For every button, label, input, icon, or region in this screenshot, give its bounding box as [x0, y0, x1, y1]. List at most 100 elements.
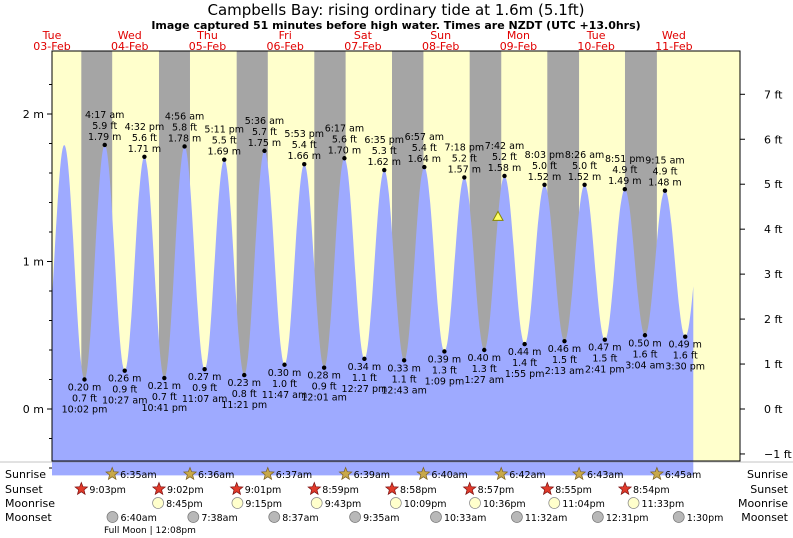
tide-label-text: 1.52 m: [568, 172, 601, 183]
moonrise-event: 9:15pm: [231, 497, 282, 510]
moonrise-time: 9:43pm: [325, 499, 362, 510]
tide-point: [82, 377, 87, 382]
tide-label-text: 0.46 m: [548, 344, 581, 355]
high-tide-label: 4:56 am5.8 ft1.78 m: [165, 111, 204, 149]
high-tide-label: 6:57 am5.4 ft1.64 m: [405, 132, 444, 170]
sunrise-row-label-left: Sunrise: [5, 468, 46, 481]
tide-label-text: 4.9 ft: [652, 167, 677, 178]
tide-label-text: 1.1 ft: [392, 374, 417, 385]
low-tide-label: 0.39 m1.3 ft1:09 pm: [425, 349, 465, 387]
moonset-event: 12:31pm: [591, 511, 649, 524]
day-label-dow: Sat: [354, 29, 373, 42]
tide-label-text: 5:53 pm: [284, 129, 324, 140]
now-marker-triangle-icon: [492, 210, 504, 221]
sunrise-event: 6:45am: [649, 466, 701, 481]
day-label-date: 07-Feb: [344, 40, 381, 53]
moonrise-circle-icon: [469, 497, 481, 509]
moonset-circle-icon: [672, 511, 685, 523]
sunset-row-label-left: Sunset: [5, 483, 43, 496]
sunset-event: 8:54pm: [617, 481, 670, 496]
tide-label-text: 0.23 m: [228, 378, 261, 389]
moonset-time: 12:31pm: [606, 513, 649, 524]
tide-point: [642, 333, 648, 338]
moonrise-time: 10:09pm: [404, 499, 447, 510]
moonrise-event: 11:04pm: [548, 497, 605, 510]
tide-label-text: 5.3 ft: [372, 146, 397, 157]
moonset-event: 7:38am: [187, 511, 238, 524]
y2-tick-label: 2 ft: [764, 313, 783, 326]
moonrise-circle-icon: [548, 497, 561, 509]
high-tide-label: 4:17 am5.9 ft1.79 m: [85, 110, 124, 148]
low-tide-label: 0.46 m1.5 ft2:13 am: [545, 338, 584, 377]
tide-label-text: 4:56 am: [165, 111, 204, 122]
sunrise-star-icon: [260, 466, 275, 481]
tide-label-text: 1.3 ft: [472, 364, 497, 375]
tide-label-text: 4:32 pm: [125, 122, 165, 133]
tide-label-text: 0.26 m: [108, 374, 141, 385]
moonset-time: 11:32am: [525, 513, 567, 524]
sunset-star-icon: [307, 481, 322, 496]
y-tick-label: 2 m: [23, 108, 44, 121]
moonset-event: 9:35am: [349, 511, 400, 524]
tide-label-text: 1.78 m: [168, 133, 201, 144]
sunset-event: 8:57pm: [462, 481, 514, 496]
moonrise-time: 10:36pm: [483, 499, 526, 510]
tide-label-text: 0.9 ft: [192, 383, 217, 394]
sunrise-star-icon: [649, 466, 665, 481]
sunset-star-icon: [462, 481, 477, 496]
day-label-date: 09-Feb: [500, 40, 537, 53]
day-label-dow: Fri: [279, 29, 292, 42]
low-tide-label: 0.44 m1.4 ft1:55 pm: [505, 341, 544, 380]
tide-point: [602, 337, 608, 342]
tide-label-text: 1.4 ft: [512, 358, 537, 369]
sunset-event: 9:01pm: [229, 481, 281, 496]
tide-label-text: 4.9 ft: [612, 165, 637, 176]
tide-point: [522, 341, 527, 347]
sunset-star-icon: [384, 481, 400, 496]
day-label-date: 06-Feb: [266, 40, 303, 53]
tide-label-text: 0.33 m: [387, 363, 420, 374]
low-tide-label: 0.49 m1.6 ft3:30 pm: [665, 334, 705, 373]
sunset-event: 8:59pm: [307, 481, 359, 496]
moonset-time: 8:37am: [282, 513, 318, 524]
tide-label-text: 12:43 am: [381, 385, 426, 396]
moonrise-circle-icon: [389, 497, 402, 509]
sunrise-event: 6:39am: [338, 466, 390, 481]
moonset-time: 6:40am: [120, 513, 156, 524]
sunrise-event: 6:40am: [416, 466, 468, 481]
tide-label-text: 1.64 m: [408, 154, 441, 165]
high-tide-label: 5:53 pm5.4 ft1.66 m: [284, 129, 324, 167]
sunset-time: 8:54pm: [633, 485, 670, 496]
tide-point: [262, 148, 267, 154]
tide-label-text: 0.30 m: [268, 368, 301, 379]
moonrise-time: 9:15pm: [245, 499, 282, 510]
tide-label-text: 9:15 am: [645, 156, 684, 167]
tide-label-text: 0.20 m: [68, 383, 101, 394]
moonset-time: 1:30pm: [687, 513, 724, 524]
high-tide-label: 6:35 pm5.3 ft1.62 m: [364, 135, 404, 173]
tide-point: [442, 349, 447, 354]
tide-label-text: 0.50 m: [628, 338, 661, 349]
tide-label-text: 0.7 ft: [72, 394, 97, 405]
sunrise-star-icon: [494, 466, 509, 481]
sunrise-star-icon: [182, 466, 198, 481]
moonrise-circle-icon: [231, 497, 244, 509]
sunrise-star-icon: [416, 466, 431, 481]
high-tide-label: 9:15 am4.9 ft1.48 m: [645, 156, 685, 193]
sunrise-time: 6:45am: [665, 470, 701, 481]
tide-label-text: 6:35 pm: [364, 135, 404, 146]
tide-label-text: 1:09 pm: [425, 376, 465, 387]
sunrise-star-icon: [338, 466, 353, 481]
sunset-time: 9:02pm: [167, 485, 204, 496]
y-tick-label: 1 m: [23, 256, 44, 269]
tide-label-text: 0.21 m: [148, 381, 181, 392]
low-tide-label: 0.40 m1.3 ft1:27 am: [465, 347, 504, 386]
